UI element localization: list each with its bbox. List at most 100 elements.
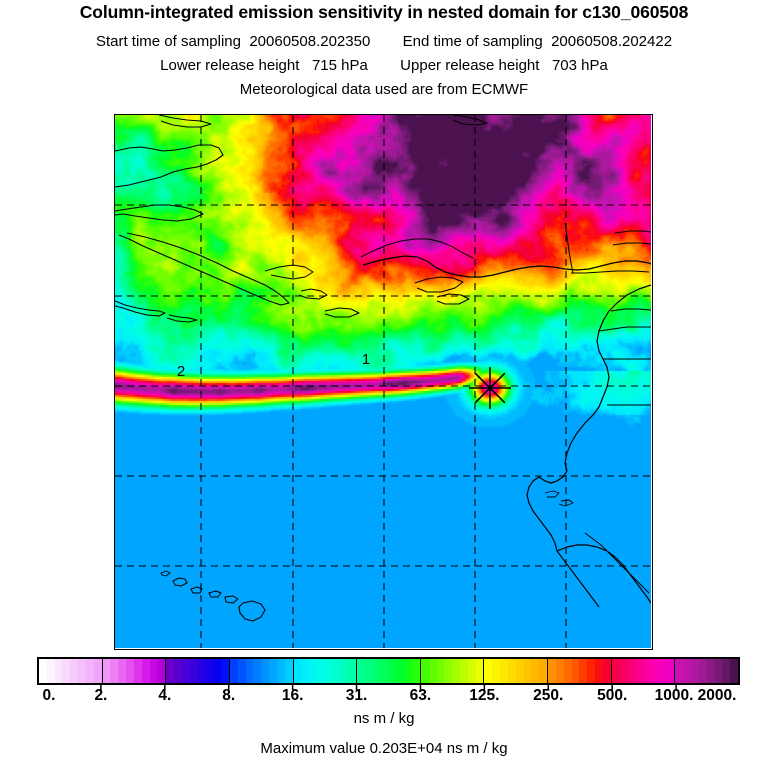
coastline-path xyxy=(544,490,560,498)
coastline-path xyxy=(556,550,600,608)
colorbar-swatch xyxy=(388,659,397,683)
colorbar-swatch xyxy=(698,659,707,683)
colorbar-swatch xyxy=(237,659,246,683)
colorbar-unit-label: ns m / kg xyxy=(353,710,415,727)
coastline-path xyxy=(158,115,212,128)
colorbar-swatch xyxy=(507,659,516,683)
coastline-path xyxy=(452,115,488,126)
colorbar-swatch xyxy=(730,659,739,683)
colorbar-swatch xyxy=(706,659,715,683)
colorbar-tick-label: 16. xyxy=(281,687,304,704)
colorbar-swatch xyxy=(412,659,420,683)
colorbar-swatch xyxy=(189,659,198,683)
colorbar-swatch xyxy=(436,659,445,683)
coastline-path xyxy=(172,577,188,587)
coastline-path xyxy=(610,308,651,312)
colorbar-swatch xyxy=(683,659,692,683)
colorbar-segment xyxy=(229,659,294,683)
colorbar-swatch xyxy=(555,659,564,683)
colorbar-swatch xyxy=(261,659,270,683)
colorbar-swatch xyxy=(484,659,493,683)
lower-release-label: Lower release height xyxy=(160,57,300,74)
coastline-path xyxy=(115,300,166,317)
colorbar-swatch xyxy=(269,659,277,683)
colorbar-swatch xyxy=(213,659,222,683)
colorbar-segment xyxy=(548,659,612,683)
coastline-path xyxy=(564,222,574,274)
colorbar-swatch xyxy=(515,659,524,683)
colorbar-swatch xyxy=(523,659,532,683)
colorbar-swatch xyxy=(595,659,603,683)
colorbar-tick-label: 2000. xyxy=(697,687,737,704)
colorbar-tick-label: 0. xyxy=(42,687,56,704)
colorbar-tick-label: 4. xyxy=(158,687,172,704)
colorbar-ticks xyxy=(100,685,677,690)
maximum-value-label: Maximum value 0.203E+04 ns m / kg xyxy=(260,740,508,757)
colorbar-swatch xyxy=(658,659,667,683)
release-height-row: Lower release height 715 hPa Upper relea… xyxy=(0,57,768,74)
colorbar-swatch xyxy=(141,659,150,683)
colorbar-swatch xyxy=(293,659,302,683)
start-time-value: 20060508.202350 xyxy=(249,33,371,50)
colorbar-swatch xyxy=(245,659,254,683)
upper-release-label: Upper release height xyxy=(400,57,540,74)
colorbar-swatch xyxy=(166,659,175,683)
colorbar-tick-labels: 0. 2. 4. 8. 16. 31. 63. 125. 250. 500. 1000. 2000. xyxy=(0,687,768,707)
colorbar-swatch xyxy=(229,659,238,683)
colorbar-swatch xyxy=(149,659,158,683)
colorbar-swatch xyxy=(722,659,731,683)
colorbar-swatch xyxy=(459,659,468,683)
page-title: Column-integrated emission sensitivity i… xyxy=(79,2,689,22)
coastline-path xyxy=(564,406,600,472)
colorbar-swatch xyxy=(500,659,508,683)
colorbar-swatch xyxy=(93,659,102,683)
coastline-path xyxy=(238,600,266,622)
coastline-path xyxy=(208,590,222,598)
colorbar-segment xyxy=(166,659,230,683)
coastline-path xyxy=(298,288,328,300)
meteorological-source-line: Meteorological data used are from ECMWF xyxy=(239,81,529,98)
colorbar-segment xyxy=(675,659,739,683)
colorbar-swatch xyxy=(62,659,71,683)
coastline-path xyxy=(360,238,474,259)
colorbar-swatch xyxy=(666,659,675,683)
colorbar-swatch xyxy=(181,659,190,683)
colorbar-swatch xyxy=(126,659,134,683)
colorbar-gradient xyxy=(37,657,740,685)
colorbar-swatch xyxy=(205,659,214,683)
colorbar-swatch xyxy=(467,659,476,683)
coastline-path xyxy=(598,326,651,332)
coastline-path xyxy=(596,284,651,408)
colorbar-swatch xyxy=(475,659,484,683)
release-site-star xyxy=(469,367,511,409)
colorbar-segment xyxy=(420,659,485,683)
coastline-path xyxy=(118,232,290,306)
colorbar-swatch xyxy=(348,659,357,683)
colorbar-swatch xyxy=(39,659,47,683)
colorbar-swatch xyxy=(714,659,723,683)
coastline-path xyxy=(584,532,650,594)
colorbar-swatch xyxy=(452,659,460,683)
colorbar-swatch xyxy=(332,659,341,683)
colorbar-swatch xyxy=(78,659,86,683)
coastline-path xyxy=(612,242,651,246)
colorbar-tick-label: 1000. xyxy=(654,687,694,704)
coastline-path xyxy=(166,314,198,323)
colorbar-swatch xyxy=(133,659,142,683)
colorbar-segment xyxy=(357,659,421,683)
sampling-time-row: Start time of sampling 20060508.202350 E… xyxy=(0,33,768,50)
colorbar-swatch xyxy=(197,659,206,683)
colorbar-swatch xyxy=(602,659,611,683)
colorbar-segment xyxy=(39,659,103,683)
colorbar-swatch xyxy=(54,659,63,683)
colorbar-swatch xyxy=(627,659,636,683)
colorbar-swatch xyxy=(492,659,501,683)
colorbar-swatch xyxy=(309,659,318,683)
end-time-value: 20060508.202422 xyxy=(551,33,673,50)
trajectory-label: 1 xyxy=(362,351,370,368)
colorbar-tick-label: 63. xyxy=(409,687,432,704)
colorbar-swatch xyxy=(301,659,310,683)
colorbar-swatch xyxy=(317,659,325,683)
colorbar-tick-label: 125. xyxy=(469,687,500,704)
colorbar-swatch xyxy=(691,659,699,683)
